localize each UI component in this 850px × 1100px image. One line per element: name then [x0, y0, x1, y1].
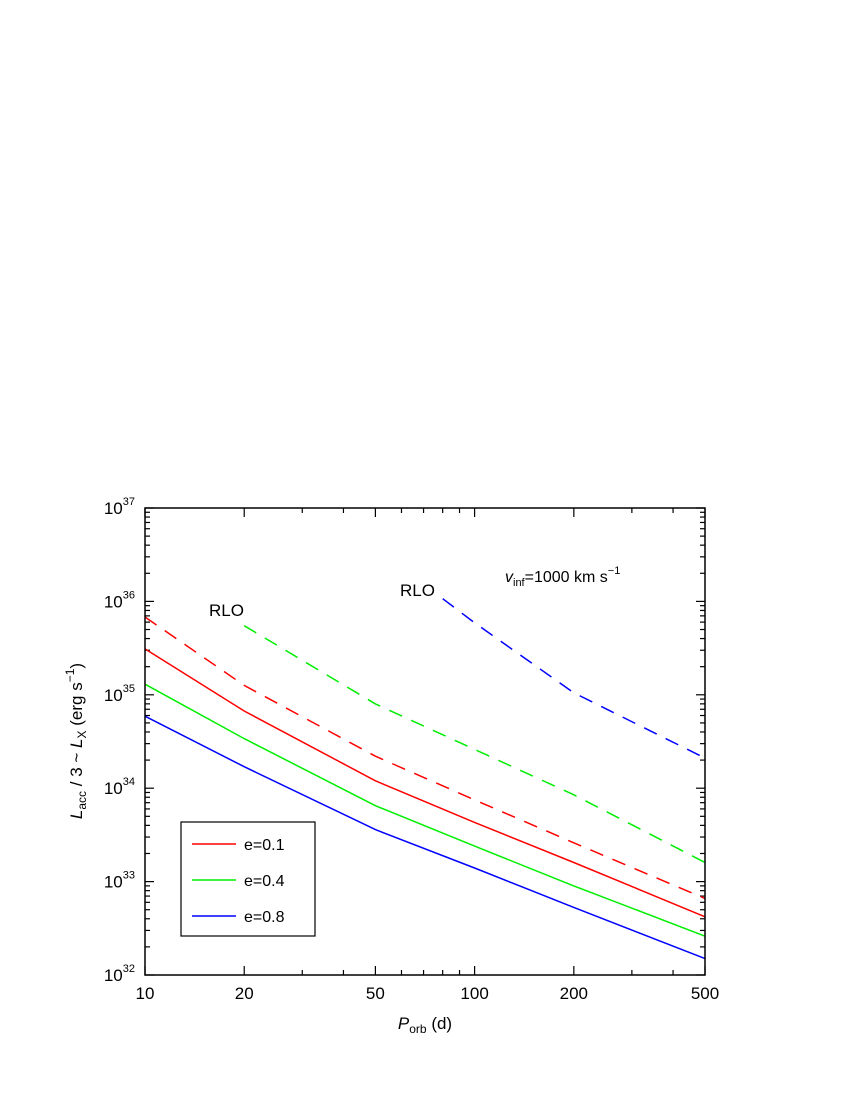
series-line-e-0-1: [144, 648, 706, 918]
y-tick-label: 1035: [104, 683, 135, 705]
x-axis-label: Porb (d): [398, 1014, 452, 1036]
rlo-label-1: RLO: [209, 601, 244, 620]
series-line-dashed-3: [144, 616, 706, 900]
legend-label: e=0.4: [244, 873, 285, 890]
x-tick-label: 50: [366, 984, 385, 1003]
y-tick-label: 1036: [104, 589, 135, 611]
y-axis-label: Lacc / 3 ~ LX (erg s−1): [63, 663, 89, 819]
series-layer: [144, 598, 706, 960]
x-tick-label: 10: [136, 984, 155, 1003]
rlo-label-2: RLO: [400, 581, 435, 600]
y-tick-label: 1037: [104, 496, 135, 518]
series-line-dashed-5: [442, 598, 706, 759]
x-tick-label: 20: [235, 984, 254, 1003]
plot-frame: [144, 507, 706, 976]
series-line-dashed-4: [243, 625, 706, 864]
legend-label: e=0.8: [244, 909, 285, 926]
y-tick-label: 1033: [104, 870, 135, 892]
x-tick-label: 500: [691, 984, 719, 1003]
legend-label: e=0.1: [244, 837, 285, 854]
y-tick-label: 1032: [104, 963, 135, 985]
series-line-e-0-4: [144, 683, 706, 937]
tick-labels: 10 20 50 100 200 500 1032 1033 1034 1035 1036 1037: [104, 496, 719, 1003]
x-tick-label: 200: [560, 984, 588, 1003]
y-tick-label: 1034: [104, 776, 135, 798]
legend: e=0.1 e=0.4 e=0.8: [180, 821, 316, 937]
legend-box: [180, 821, 316, 937]
vinf-annotation: vinf=1000 km s−1: [505, 565, 620, 589]
x-tick-label: 100: [460, 984, 488, 1003]
minor-ticks: [145, 508, 705, 975]
series-line-e-0-8: [144, 715, 706, 960]
major-ticks: [144, 507, 706, 976]
